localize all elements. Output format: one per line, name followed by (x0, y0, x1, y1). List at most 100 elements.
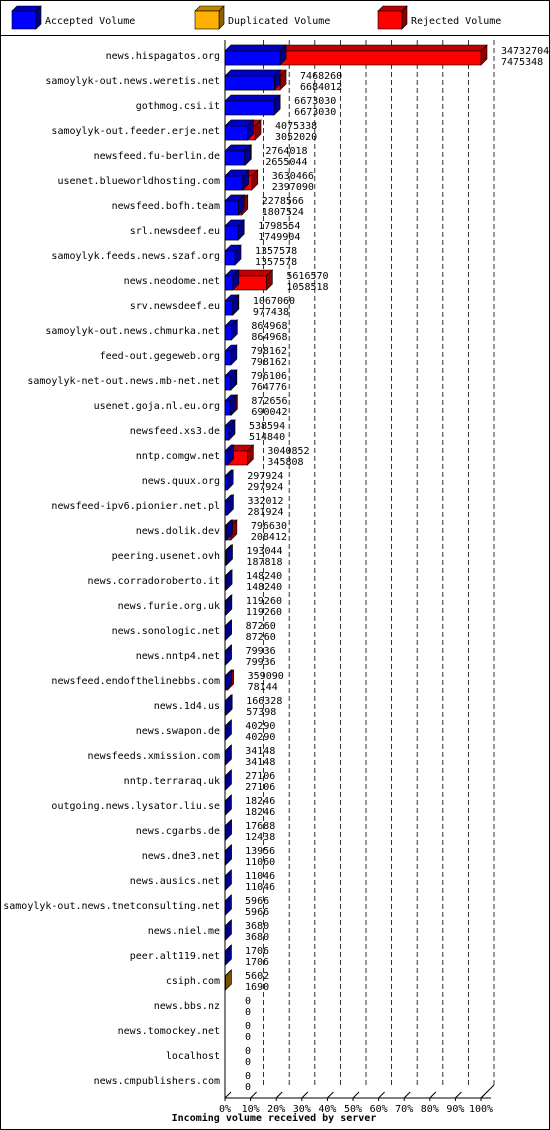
value-label: 1798554 (258, 221, 300, 232)
legend-label: Rejected Volume (411, 16, 501, 27)
gridlines (263, 40, 495, 1085)
bar-rejected (224, 44, 488, 66)
bar-row: localhost 00 (166, 1046, 251, 1068)
value-label: 11046 (245, 882, 275, 893)
bar-accepted (224, 119, 255, 141)
bar-accepted (224, 44, 287, 66)
category-label: news.ausics.net (130, 876, 220, 887)
value-label: 796106 (251, 371, 287, 382)
value-label: 3052020 (275, 132, 317, 143)
value-label: 798162 (251, 346, 287, 357)
tick-mark (378, 1091, 385, 1099)
value-label: 148240 (246, 571, 282, 582)
value-label: 297924 (247, 471, 283, 482)
value-label: 3680 (245, 921, 269, 932)
tick-label: 60% (370, 1104, 388, 1115)
value-label: 1706 (245, 957, 269, 968)
value-label: 187818 (246, 557, 282, 568)
bar-accepted (224, 469, 234, 491)
bar-accepted (224, 494, 234, 516)
value-label: 193044 (246, 546, 282, 557)
bar-accepted (224, 344, 238, 366)
value-label: 0 (245, 1057, 251, 1068)
category-label: localhost (166, 1051, 220, 1062)
value-label: 872656 (251, 396, 287, 407)
category-label: news.niel.me (148, 926, 220, 937)
bar-accepted (224, 569, 233, 591)
legend-swatch-icon (194, 5, 225, 30)
value-label: 13956 (245, 846, 275, 857)
value-label: 1690 (245, 982, 269, 993)
legend-item: Accepted Volume (11, 5, 135, 30)
value-label: 1357578 (255, 257, 297, 268)
tick-label: 30% (293, 1104, 311, 1115)
category-label: news.cmpublishers.com (94, 1076, 220, 1087)
value-label: 1807524 (262, 207, 304, 218)
tick-mark (275, 1091, 283, 1099)
category-label: newsfeed.endofthelinebbs.com (51, 676, 220, 687)
value-label: 0 (245, 1082, 251, 1093)
bar-accepted (224, 444, 235, 466)
category-label: news.nntp4.net (136, 651, 220, 662)
category-label: usenet.goja.nl.eu.org (94, 401, 220, 412)
value-label: 0 (245, 1071, 251, 1082)
category-label: peering.usenet.ovh (112, 551, 220, 562)
value-label: 27106 (245, 771, 275, 782)
tick-label: 40% (318, 1104, 336, 1115)
value-label: 87260 (246, 621, 276, 632)
category-label: usenet.blueworldhosting.com (57, 176, 220, 187)
value-label: 538594 (249, 421, 285, 432)
value-label: 148240 (246, 582, 282, 593)
value-label: 359090 (248, 671, 284, 682)
value-label: 79936 (246, 657, 276, 668)
legend-label: Accepted Volume (45, 16, 135, 27)
value-label: 5616570 (286, 271, 328, 282)
value-label: 2397090 (272, 182, 314, 193)
value-label: 6673030 (294, 107, 336, 118)
bar-row: usenet.blueworldhosting.com 3630466239709… (57, 169, 314, 193)
value-label: 40290 (245, 721, 275, 732)
category-label: srv.newsdeef.eu (130, 301, 220, 312)
tick-mark (224, 1091, 232, 1099)
value-label: 57398 (246, 707, 276, 718)
category-label: news.1d4.us (154, 701, 220, 712)
value-label: 0 (245, 1032, 251, 1043)
legend-item: Rejected Volume (377, 5, 501, 30)
bar-accepted (224, 394, 237, 416)
value-label: 2764018 (265, 146, 307, 157)
value-label: 764776 (251, 382, 287, 393)
legend-swatch-icon (377, 5, 408, 30)
value-label: 281924 (247, 507, 283, 518)
tick-mark (250, 1091, 257, 1099)
bar-accepted (224, 69, 281, 91)
value-label: 1357578 (255, 246, 297, 257)
value-label: 1706 (245, 946, 269, 957)
value-label: 2655044 (265, 157, 307, 168)
value-label: 119260 (246, 596, 282, 607)
category-label: news.sonologic.net (112, 626, 220, 637)
category-label: newsfeed.xs3.de (130, 426, 220, 437)
tick-label: 0% (219, 1104, 231, 1115)
tick-mark (403, 1091, 411, 1099)
category-label: news.bbs.nz (154, 1001, 220, 1012)
axes: 0% 10% 20% 30% 40% 50% 60% 70% 80% 90% 100% (219, 40, 495, 1115)
value-label: 0 (245, 1046, 251, 1057)
tick-mark (455, 1091, 462, 1099)
value-label: 11060 (245, 857, 275, 868)
value-label: 7475348 (501, 57, 543, 68)
category-label: samoylyk.feeds.news.szaf.org (51, 251, 220, 262)
value-label: 864968 (251, 332, 287, 343)
value-label: 1067060 (253, 296, 295, 307)
tick-mark (327, 1091, 334, 1099)
bar-row: samoylyk-out.news.weretis.net 74682606684… (45, 69, 342, 93)
value-label: 0 (245, 1021, 251, 1032)
category-label: samoylyk-out.news.weretis.net (45, 76, 220, 87)
